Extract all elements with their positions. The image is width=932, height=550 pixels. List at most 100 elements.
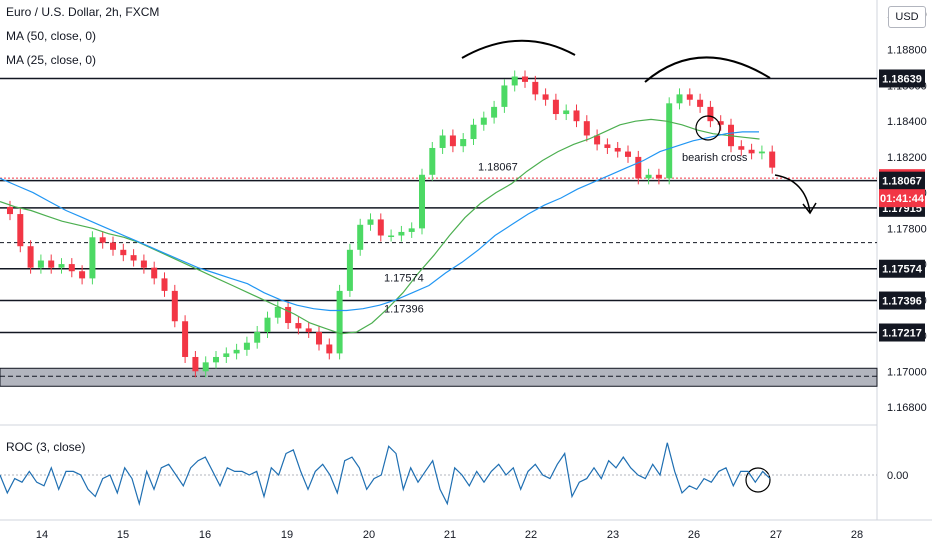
level-label-text: 1.17217 [882,328,922,340]
roc-line [0,442,771,507]
candle-body [614,147,621,152]
candle-body [140,260,147,268]
drawn-circle [695,115,721,141]
time-tick-label: 26 [688,529,700,541]
candle-body [686,94,693,100]
candle-body [130,255,137,261]
candle-body [285,306,292,324]
candle-body [635,156,642,179]
candle-body [748,149,755,154]
candle-body [336,290,343,354]
level-label: 1.17396 [879,291,925,310]
candle-body [398,231,405,236]
candle-body [37,260,44,268]
time-tick-label: 20 [363,529,375,541]
candle-body [666,103,673,179]
time-tick-label: 14 [36,529,48,541]
candle-body [625,151,631,157]
candle-body [171,290,178,322]
annotation-label: 1.17396 [384,304,424,316]
candle-body [676,94,683,104]
candle-body [408,228,415,232]
candle-body [161,278,168,291]
candle-body [717,121,724,125]
candle-body [264,317,271,332]
candle-body [522,76,528,82]
price-tick-label: 1.16800 [887,402,927,414]
candle-body [48,260,55,268]
candle-body [377,219,384,236]
level-label: 1.18639 [879,69,925,88]
level-label: 1.18067 [879,171,925,190]
candle-body [573,110,580,122]
candle-body [68,264,75,272]
time-tick-label: 16 [199,529,211,541]
candle-body [316,331,322,345]
candle-body [604,144,611,148]
candle-body [7,206,13,215]
candle-body [346,249,353,291]
time-tick-label: 28 [851,529,863,541]
candle-body [182,321,189,357]
level-label-text: 1.17574 [882,264,923,276]
drawn-arrow-head [802,202,817,215]
candle-body [367,219,374,225]
candle-body [563,110,570,115]
candle-body [491,106,498,118]
candle-body [243,342,250,350]
candle-body [79,271,86,279]
candle-body [470,124,477,140]
support-zone [0,367,878,387]
ma25-legend: MA (25, close, 0) [6,53,97,67]
candle-body [17,214,24,247]
ma50-legend: MA (50, close, 0) [6,29,97,43]
level-label: 1.17217 [879,323,925,342]
price-tick-label: 1.18800 [887,45,927,57]
candle-body [192,356,199,372]
candle-body [542,94,549,100]
level-label-box [879,69,925,88]
drawn-arc [644,56,771,83]
time-tick-label: 21 [444,529,456,541]
candle-body [357,224,364,250]
time-tick-label: 15 [117,529,129,541]
candle-body [707,106,714,122]
ma50-line [0,131,759,312]
time-tick-label: 22 [525,529,537,541]
candle-body [449,135,456,147]
candle-body [233,349,240,354]
currency-button[interactable]: USD [888,6,926,28]
annotation-label: 1.18067 [478,162,518,174]
candle-body [758,151,765,154]
candle-body [295,323,302,329]
price-tick-label: 1.18200 [887,152,927,164]
candle-body [429,147,436,175]
countdown-text: 01:41:44 [880,193,925,205]
price-tick-label: 1.17800 [887,223,927,235]
candle-body [511,76,518,86]
candle-body [480,117,487,125]
candle-body [110,242,116,250]
level-label: 1.17574 [879,259,925,278]
candle-body [501,85,508,107]
drawn-arrow [774,174,811,213]
annotation-label: 1.17574 [384,273,424,285]
level-label-text: 1.17396 [882,296,922,308]
candle-body [151,267,158,279]
candle-body [27,246,34,268]
time-tick-label: 27 [770,529,782,541]
candle-body [697,99,704,107]
candle-body [58,264,65,268]
level-label-text: 1.18067 [882,176,922,188]
candle-body [594,135,601,145]
roc-tick-label: 0.00 [887,470,908,482]
candle-body [202,362,209,372]
candle-body [223,353,230,357]
candle-body [120,249,127,256]
drawn-arc [461,39,576,59]
candle-body [532,81,539,95]
candle-body [89,237,96,279]
candle-body [552,99,559,115]
time-tick-label: 19 [281,529,293,541]
